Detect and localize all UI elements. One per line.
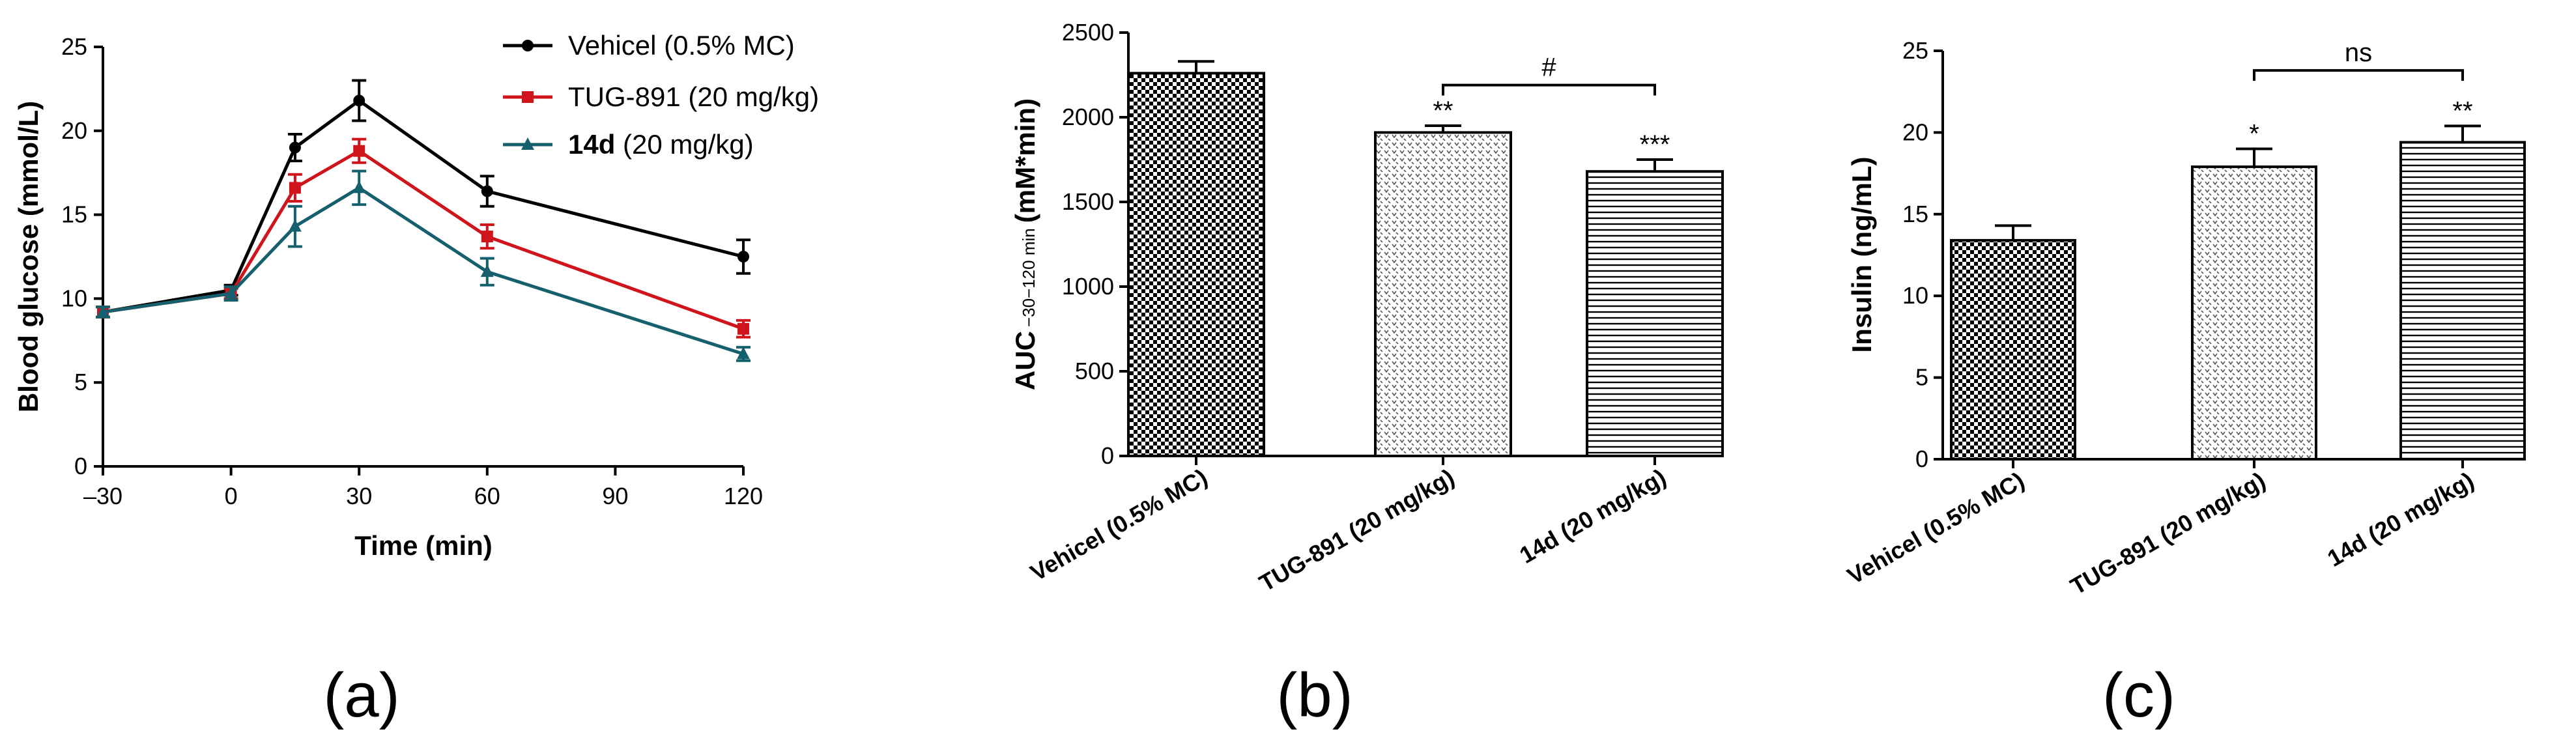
comparison-bracket — [2253, 69, 2464, 81]
panel-a-legend: Vehicel (0.5% MC) TUG-891 (20 mg/kg) 14d… — [503, 30, 819, 160]
series-14d-20-mg-kg — [96, 169, 751, 362]
panel-a-y-tick-label: 25 — [61, 33, 87, 60]
panel-b-y-tick-label: 0 — [1101, 442, 1114, 469]
bar-tug-891-20-mg-kg — [1374, 131, 1512, 457]
panel-c-y-tick-label: 15 — [1902, 201, 1928, 227]
panel-b-y-tick-label: 2500 — [1062, 19, 1114, 46]
category-label-tug-891-20-mg-kg: TUG-891 (20 mg/kg) — [1255, 463, 1459, 597]
panel-c-ylabel: Insulin (ng/mL) — [1846, 157, 1877, 353]
bar-vehicel-0-5-mc — [1950, 238, 2076, 461]
data-point — [737, 347, 750, 360]
panel-c-label: (c) — [2102, 660, 2175, 730]
panel-b-y-tick-label: 1500 — [1062, 188, 1114, 215]
legend-marker-square — [522, 91, 534, 103]
significance-marker: *** — [1640, 130, 1670, 159]
legend-label-vehicel: Vehicel (0.5% MC) — [568, 30, 795, 61]
significance-marker: ** — [1433, 96, 1453, 125]
data-point — [288, 219, 302, 232]
legend-item-vehicel: Vehicel (0.5% MC) — [503, 30, 795, 61]
significance-marker: ** — [2452, 96, 2472, 125]
data-point — [289, 141, 301, 154]
legend-item-14d: 14d (20 mg/kg) — [503, 129, 754, 160]
panel-b-y-tick-label: 1000 — [1062, 273, 1114, 300]
panel-a-x-tick-label: 90 — [602, 483, 628, 509]
panel-a-y-tick-label: 10 — [61, 285, 87, 311]
category-label-14d-20-mg-kg: 14d (20 mg/kg) — [2323, 466, 2478, 572]
series-vehicel-0-5-mc — [96, 79, 751, 319]
series-line — [102, 186, 744, 356]
legend-marker-circle — [522, 40, 534, 51]
data-point — [353, 94, 365, 107]
series-line — [102, 149, 744, 331]
data-point — [481, 185, 493, 197]
panel-c-y-tick-label: 10 — [1902, 282, 1928, 309]
data-point — [737, 251, 749, 263]
panel-c-y-tick-label: 5 — [1915, 364, 1928, 391]
legend-item-tug891: TUG-891 (20 mg/kg) — [503, 81, 819, 112]
panel-c-y-tick-label: 0 — [1915, 446, 1928, 472]
data-point — [737, 322, 749, 335]
panel-a-x-tick-label: 30 — [346, 483, 372, 509]
panel-b-label: (b) — [1276, 660, 1352, 730]
comparison-label: # — [1541, 53, 1556, 82]
comparison-bracket — [1442, 83, 1656, 96]
comparison-label: ns — [2345, 38, 2372, 67]
panel-b-ylabel-main: AUC — [1010, 331, 1040, 390]
series-line — [102, 98, 744, 314]
bar-14d-20-mg-kg — [2399, 141, 2526, 461]
category-label-vehicel-0-5-mc: Vehicel (0.5% MC) — [1842, 466, 2029, 589]
data-point — [224, 286, 238, 299]
panel-a-y-tick-label: 20 — [61, 117, 87, 144]
series-tug-891-20-mg-kg — [96, 137, 751, 339]
panel-a-ylabel: Blood glucose (mmol/L) — [13, 101, 44, 412]
data-point — [289, 182, 301, 194]
category-label-tug-891-20-mg-kg: TUG-891 (20 mg/kg) — [2066, 466, 2270, 600]
bar-tug-891-20-mg-kg — [2191, 165, 2317, 461]
panel-b-ylabel: AUC −30−120 min (mM*min) — [1010, 98, 1040, 390]
panel-a-x-tick-label: 60 — [474, 483, 500, 509]
panel-a-x-tick-label: –30 — [83, 483, 122, 509]
data-point — [480, 264, 494, 277]
category-label-14d-20-mg-kg: 14d (20 mg/kg) — [1515, 463, 1670, 569]
bar-vehicel-0-5-mc — [1127, 72, 1265, 457]
panel-b-ylabel-unit: (mM*min) — [1010, 98, 1040, 223]
data-point — [352, 180, 366, 193]
data-point — [96, 305, 109, 318]
panel-a-label: (a) — [323, 660, 399, 730]
panel-b-y-tick-label: 500 — [1075, 358, 1114, 384]
panel-a-y-tick-label: 0 — [74, 453, 87, 479]
category-label-vehicel-0-5-mc: Vehicel (0.5% MC) — [1025, 463, 1212, 586]
bar-14d-20-mg-kg — [1586, 170, 1724, 457]
panel-b-ylabel-subscript: −30−120 min — [1019, 228, 1038, 327]
panel-a-xlabel: Time (min) — [354, 530, 493, 561]
panel-a-x-tick-label: 0 — [225, 483, 238, 509]
data-point — [353, 145, 365, 157]
data-point — [481, 231, 493, 243]
panel-c-y-tick-label: 25 — [1902, 37, 1928, 64]
panel-b-y-tick-label: 2000 — [1062, 104, 1114, 130]
legend-label-14d: 14d (20 mg/kg) — [568, 129, 754, 160]
legend-label-tug891: TUG-891 (20 mg/kg) — [568, 81, 819, 112]
legend-marker-triangle — [521, 137, 534, 150]
panel-a-line-chart: 0 5 10 15 20 25 –30 0 30 60 90 120 Blood glucose (… — [13, 30, 819, 730]
panel-a-y-tick-label: 15 — [61, 201, 87, 228]
panel-a-x-tick-label: 120 — [724, 483, 763, 509]
panel-a-y-tick-label: 5 — [74, 369, 87, 395]
significance-marker: * — [2249, 119, 2259, 148]
panel-c-y-tick-label: 20 — [1902, 119, 1928, 145]
